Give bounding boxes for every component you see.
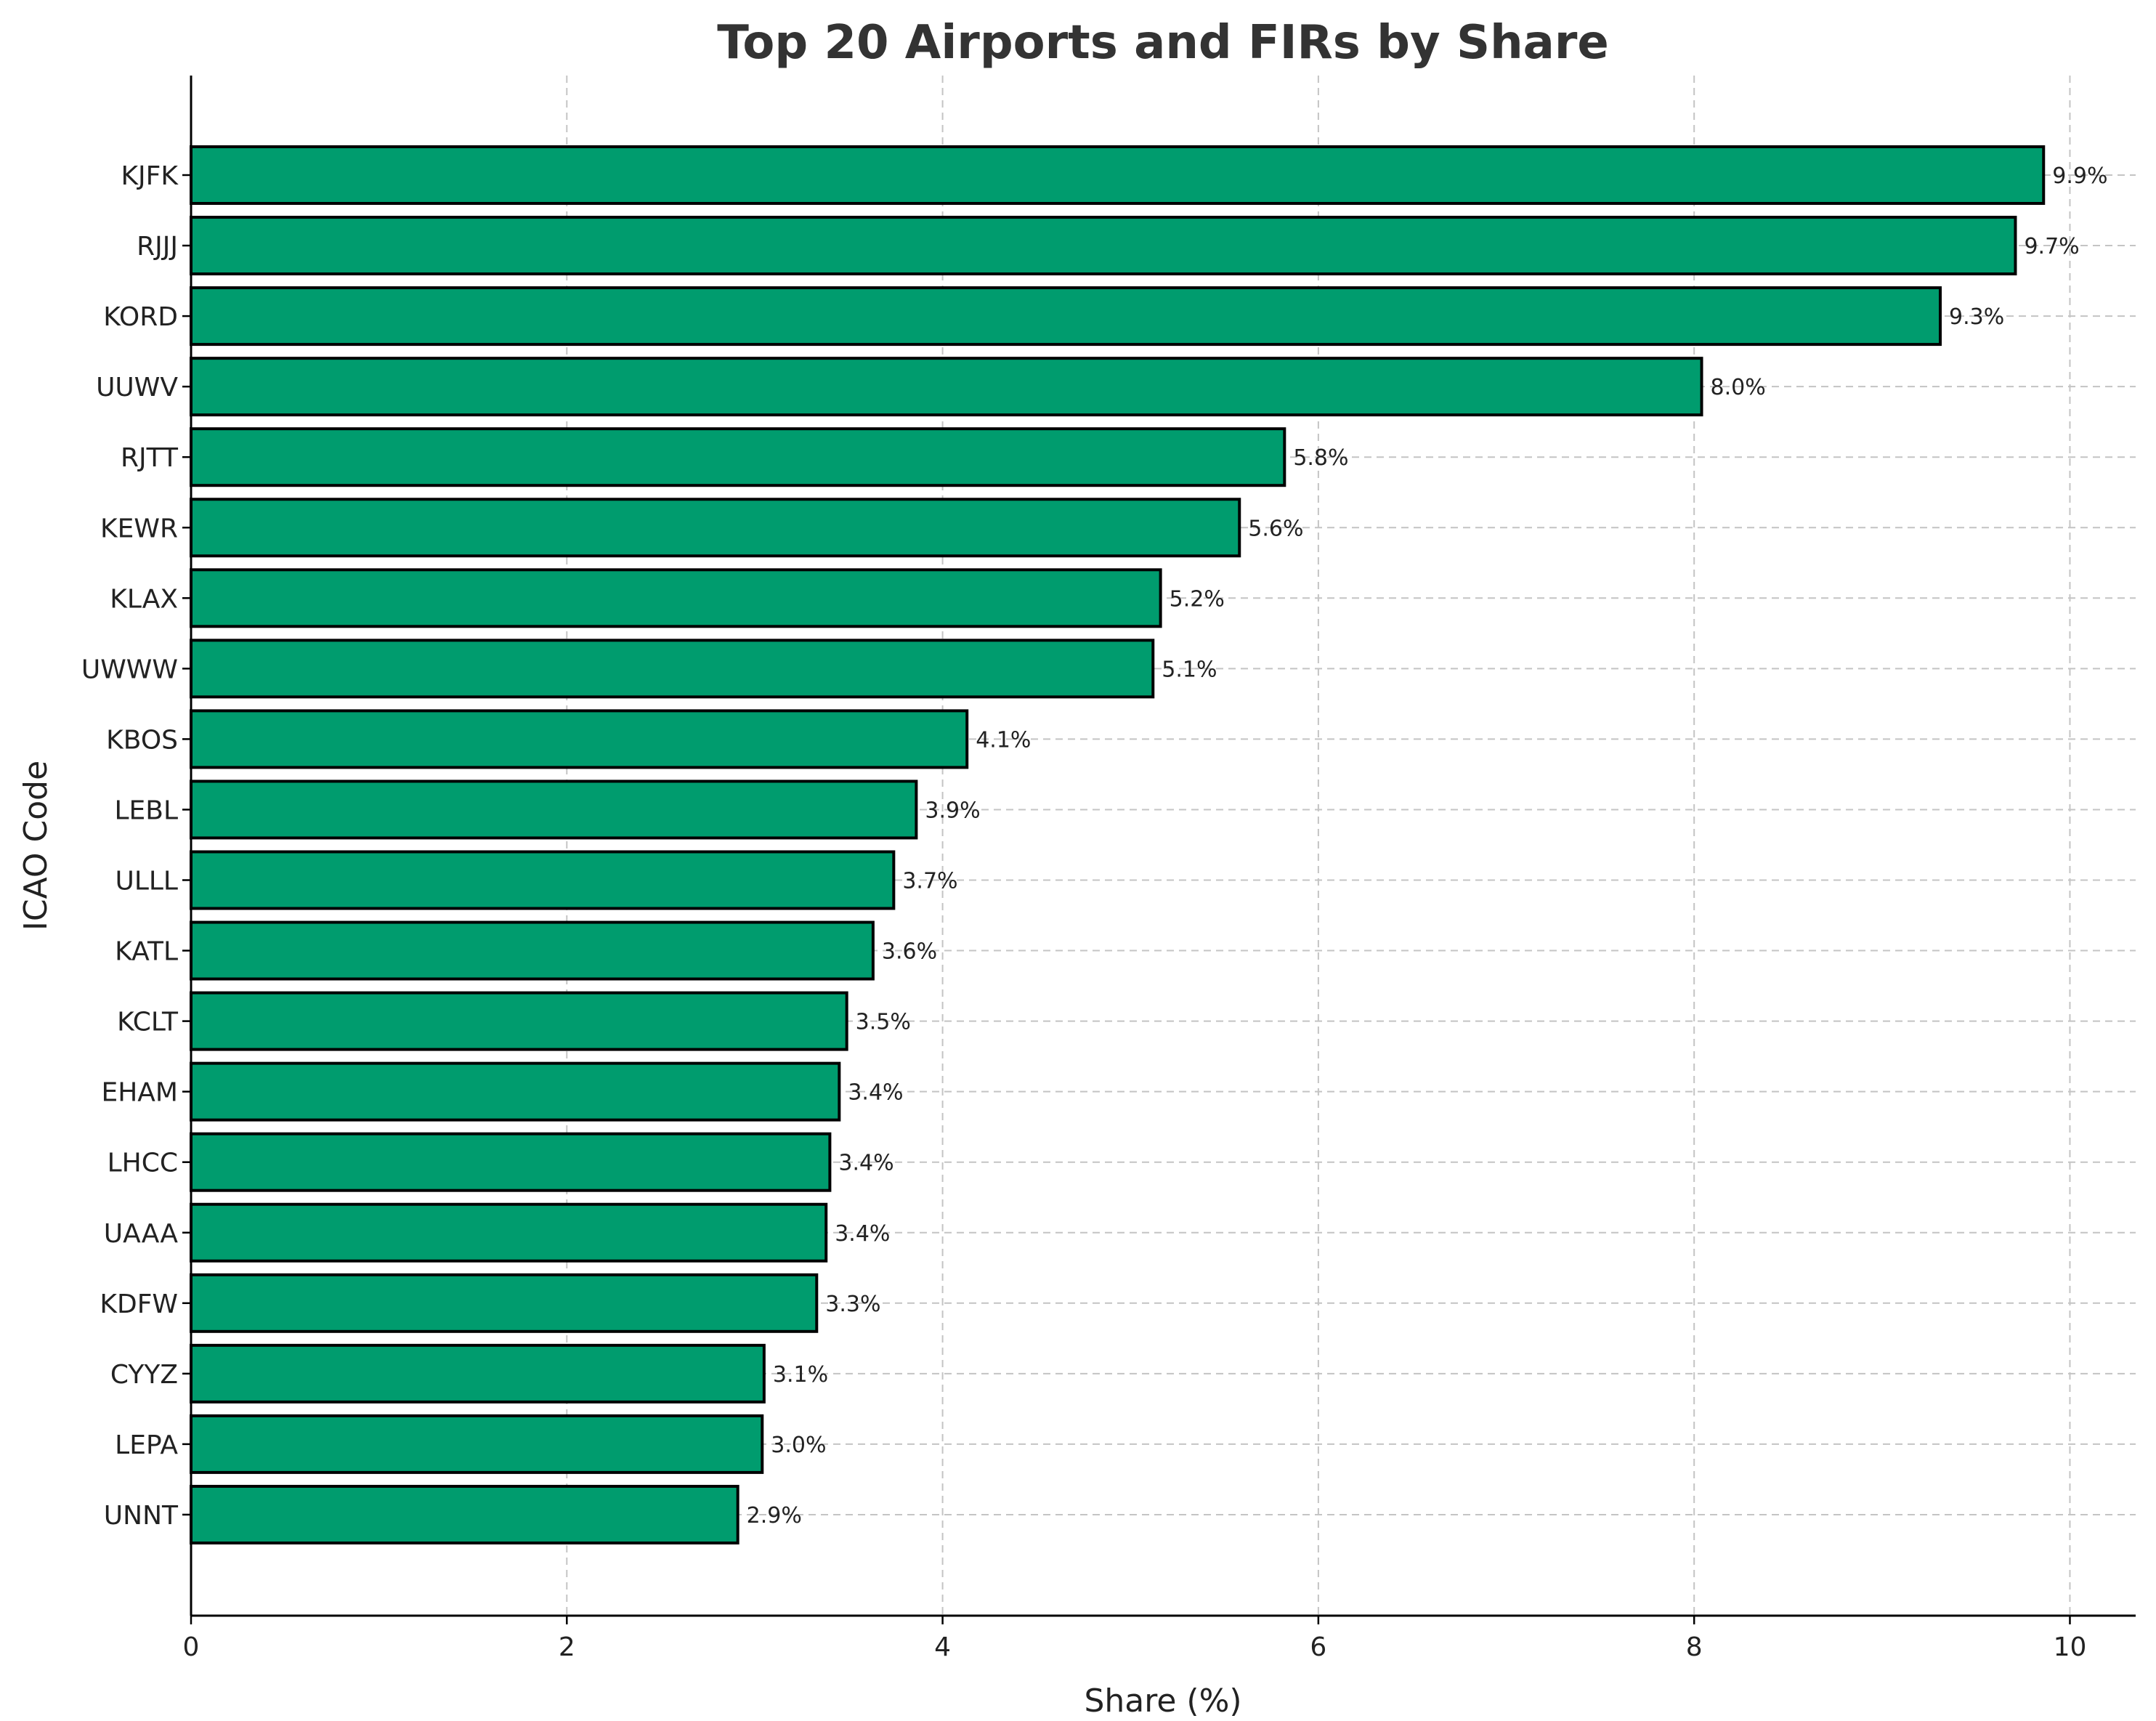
- y-tick-label: UUWV: [96, 373, 178, 402]
- x-tick-label: 6: [1310, 1632, 1326, 1662]
- bar-value-label: 3.5%: [856, 1010, 911, 1035]
- y-tick-label: KJFK: [121, 161, 179, 191]
- bar-kjfk: [190, 145, 2046, 205]
- bar-cyyz: [190, 1343, 766, 1404]
- bar-value-label: 5.2%: [1170, 586, 1225, 612]
- bar-ulll: [190, 850, 896, 910]
- y-tick-label: KORD: [103, 302, 178, 332]
- bar-value-label: 4.1%: [976, 727, 1031, 753]
- bar-value-label: 3.1%: [773, 1362, 828, 1388]
- bar-value-label: 5.6%: [1248, 516, 1303, 541]
- y-tick-label: KDFW: [100, 1289, 178, 1319]
- bar-value-label: 3.4%: [838, 1151, 893, 1176]
- bar-kdfw: [190, 1273, 819, 1333]
- bars: [190, 145, 2046, 1544]
- data-labels: 9.9% 9.7% 9.3% 8.0% 5.8% 5.6% 5.2% 5.1% 4.1% 3.9%…: [747, 163, 2108, 1528]
- x-tick-label: 8: [1686, 1632, 1703, 1662]
- bar-unnt: [190, 1484, 739, 1544]
- bar-value-label: 3.9%: [925, 798, 980, 823]
- bar-lhcc: [190, 1132, 832, 1192]
- bar-katl: [190, 920, 875, 981]
- y-tick-label: KEWR: [100, 514, 178, 543]
- bar-rjjj: [190, 216, 2017, 276]
- y-tick-label: EHAM: [101, 1078, 178, 1108]
- y-tick-label: KCLT: [117, 1008, 179, 1037]
- x-tick-label: 4: [934, 1632, 951, 1662]
- y-tick-label: UAAA: [104, 1219, 179, 1249]
- y-tick-label: LHCC: [108, 1149, 178, 1178]
- y-axis-label: ICAO Code: [17, 761, 54, 931]
- bar-value-label: 3.4%: [835, 1221, 890, 1247]
- y-tick-label: LEPA: [115, 1430, 178, 1460]
- bar-value-label: 9.9%: [2052, 163, 2107, 189]
- bar-value-label: 3.6%: [882, 939, 937, 965]
- y-tick-label: KBOS: [106, 725, 178, 755]
- bar-value-label: 9.3%: [1949, 304, 2004, 330]
- y-tick-label: CYYZ: [110, 1360, 178, 1390]
- y-tick-label: RJTT: [121, 443, 179, 473]
- bar-klax: [190, 568, 1162, 628]
- x-tick-label: 2: [559, 1632, 575, 1662]
- bar-kclt: [190, 991, 848, 1051]
- bar-value-label: 3.3%: [825, 1292, 880, 1317]
- bar-kbos: [190, 709, 969, 769]
- bar-rjtt: [190, 427, 1286, 487]
- bar-uaaa: [190, 1202, 828, 1263]
- bar-eham: [190, 1061, 841, 1122]
- y-tick-label: ULLL: [115, 867, 178, 896]
- bar-value-label: 9.7%: [2024, 234, 2079, 259]
- y-tick-label: LEBL: [114, 795, 178, 825]
- bar-value-label: 5.1%: [1162, 657, 1217, 682]
- bar-kewr: [190, 498, 1241, 558]
- x-tick-label: 10: [2054, 1632, 2087, 1662]
- bar-value-label: 2.9%: [747, 1503, 802, 1528]
- bar-lebl: [190, 779, 918, 840]
- bar-value-label: 5.8%: [1293, 445, 1348, 471]
- bar-value-label: 8.0%: [1711, 375, 1766, 400]
- bar-value-label: 3.4%: [848, 1080, 903, 1106]
- x-tick-label: 0: [183, 1632, 200, 1662]
- bar-kord: [190, 286, 1942, 347]
- y-tick-label: KLAX: [110, 584, 178, 614]
- bar-value-label: 3.7%: [902, 869, 957, 894]
- y-tick-label: KATL: [115, 937, 178, 967]
- bar-uwww: [190, 639, 1155, 699]
- bar-lepa: [190, 1414, 764, 1474]
- bar-value-label: 3.0%: [771, 1433, 826, 1458]
- x-axis-label: Share (%): [1084, 1682, 1241, 1720]
- y-tick-label: UWWW: [81, 655, 178, 684]
- ticks: 0 2 4 6 8 10 KJFK RJJJ KORD UUWV RJTT KEWR KLAX UWWW K…: [81, 161, 2087, 1662]
- y-tick-label: RJJJ: [137, 232, 178, 262]
- bar-uuwv: [190, 357, 1703, 417]
- y-tick-label: UNNT: [104, 1501, 179, 1531]
- chart-title: Top 20 Airports and FIRs by Share: [717, 16, 1609, 70]
